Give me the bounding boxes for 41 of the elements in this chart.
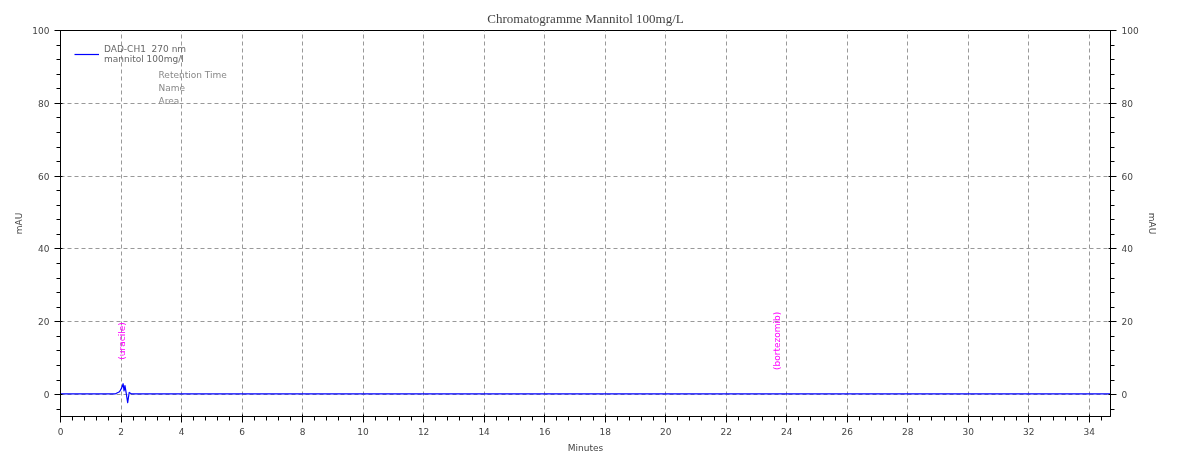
line-series xyxy=(60,383,1111,404)
legend-label: DAD-CH1 270 nm mannitol 100mg/l xyxy=(104,44,187,64)
y2-tick-label: 0 xyxy=(1121,390,1128,401)
x-tick-label: 28 xyxy=(902,426,914,437)
y2-tick-label: 100 xyxy=(1121,26,1139,36)
y-tick-label: 80 xyxy=(38,98,50,109)
x-axis-title: Minutes xyxy=(567,442,604,453)
x-tick-label: 26 xyxy=(841,426,854,437)
x-tick-label: 2 xyxy=(118,426,124,437)
annotation: Area xyxy=(158,95,180,106)
x-tick-label: 10 xyxy=(357,426,370,437)
y-axis-title: mAU xyxy=(14,212,25,235)
y-tick-label: 0 xyxy=(43,390,50,401)
annotation: Name xyxy=(158,82,186,93)
x-tick-label: 32 xyxy=(1023,426,1035,437)
y-tick-label: 40 xyxy=(38,244,50,255)
x-tick-label: 24 xyxy=(781,426,793,437)
x-tick-label: 30 xyxy=(962,426,975,437)
y-tick-label: 20 xyxy=(38,317,50,328)
annotation: (uracile) xyxy=(117,322,128,360)
x-tick-label: 12 xyxy=(417,426,430,437)
x-tick-label: 22 xyxy=(720,426,732,437)
x-tick-label: 16 xyxy=(538,426,551,437)
x-tick-label: 4 xyxy=(178,426,185,437)
y2-tick-label: 80 xyxy=(1121,98,1134,109)
y-tick-label: 100 xyxy=(32,26,50,36)
x-tick-label: 18 xyxy=(599,426,612,437)
y-tick-label: 60 xyxy=(38,171,50,182)
x-tick-label: 6 xyxy=(239,426,246,437)
x-tick-label: 8 xyxy=(299,426,306,437)
x-tick-label: 0 xyxy=(57,426,64,437)
y2-tick-label: 20 xyxy=(1121,317,1134,328)
annotation: Retention Time xyxy=(158,69,228,80)
x-tick-label: 14 xyxy=(478,426,491,437)
chart-title: Chromatogramme Mannitol 100mg/L xyxy=(487,10,684,26)
y2-tick-label: 60 xyxy=(1121,171,1134,182)
x-tick-label: 34 xyxy=(1083,426,1096,437)
y2-tick-label: 40 xyxy=(1121,244,1134,255)
annotation: (bortezomib) xyxy=(771,311,782,370)
x-tick-label: 20 xyxy=(659,426,672,437)
y2-axis-title: mAU xyxy=(1146,212,1157,235)
